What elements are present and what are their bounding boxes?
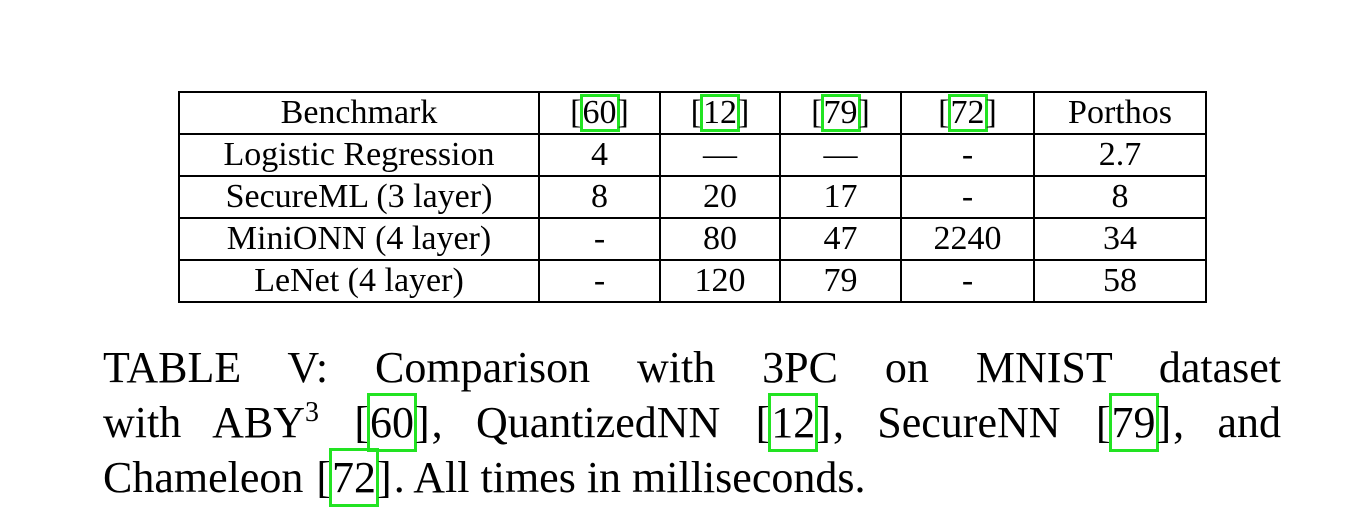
- citation-60-link[interactable]: 60: [579, 94, 620, 132]
- table-cell: -: [900, 259, 1035, 303]
- table-cell: 34: [1033, 217, 1207, 261]
- table-cell-benchmark: Logistic Regression: [178, 133, 540, 177]
- citation-12[interactable]: [12]: [690, 94, 750, 132]
- header-porthos-label: Porthos: [1068, 94, 1172, 131]
- table-cell: -: [900, 133, 1035, 177]
- header-citation-79[interactable]: [79]: [779, 91, 902, 135]
- table-cell: 17: [779, 175, 902, 219]
- table-row: Logistic Regression 4 — — - 2.7: [178, 133, 1207, 177]
- citation-79-caption-link[interactable]: 79: [1108, 393, 1159, 452]
- citation-60-caption[interactable]: [60]: [352, 393, 431, 452]
- table-row: SecureML (3 layer) 8 20 17 - 8: [178, 175, 1207, 219]
- citation-60-caption-link[interactable]: 60: [366, 393, 417, 452]
- header-benchmark: Benchmark: [178, 91, 540, 135]
- caption-text: , and: [1173, 398, 1281, 447]
- citation-79-link[interactable]: 79: [820, 94, 861, 132]
- table-cell: 2.7: [1033, 133, 1207, 177]
- table-cell-benchmark: LeNet (4 layer): [178, 259, 540, 303]
- header-benchmark-label: Benchmark: [280, 94, 438, 131]
- table-cell: 8: [538, 175, 661, 219]
- caption-text: . All times in milliseconds.: [393, 453, 866, 502]
- comparison-table: Benchmark [60] [12] [79] [72] Porthos Lo…: [178, 91, 1207, 303]
- table-cell: 80: [659, 217, 781, 261]
- table-caption: TABLE V: Comparison with 3PC on MNIST da…: [103, 340, 1281, 507]
- table-cell: 8: [1033, 175, 1207, 219]
- citation-12-caption-link[interactable]: 12: [768, 393, 819, 452]
- header-citation-12[interactable]: [12]: [659, 91, 781, 135]
- table-row: LeNet (4 layer) - 120 79 - 58: [178, 259, 1207, 303]
- table-cell: -: [538, 217, 661, 261]
- caption-text: , SecureNN: [832, 398, 1061, 447]
- header-citation-60[interactable]: [60]: [538, 91, 661, 135]
- table-cell: 79: [779, 259, 902, 303]
- table-cell: 4: [538, 133, 661, 177]
- table-cell: 58: [1033, 259, 1207, 303]
- caption-text: , QuantizedNN: [431, 398, 721, 447]
- table-cell: 120: [659, 259, 781, 303]
- caption-superscript: 3: [305, 397, 320, 428]
- caption-line-1: TABLE V: Comparison with 3PC on MNIST da…: [103, 343, 1281, 392]
- citation-79-caption[interactable]: [79]: [1094, 393, 1173, 452]
- table-cell-benchmark: SecureML (3 layer): [178, 175, 540, 219]
- table-cell: —: [779, 133, 902, 177]
- table-cell-benchmark: MiniONN (4 layer): [178, 217, 540, 261]
- caption-text: with ABY: [103, 398, 306, 447]
- header-porthos: Porthos: [1033, 91, 1207, 135]
- table-cell: -: [900, 175, 1035, 219]
- citation-12-caption[interactable]: [12]: [754, 393, 833, 452]
- table-cell: 47: [779, 217, 902, 261]
- citation-79[interactable]: [79]: [811, 94, 870, 132]
- caption-line-2: with ABY3 [60], QuantizedNN [12], Secure…: [103, 393, 1281, 452]
- table-cell: —: [659, 133, 781, 177]
- citation-72[interactable]: [72]: [938, 94, 997, 132]
- citation-72-caption[interactable]: [72]: [314, 448, 393, 507]
- table-cell: 2240: [900, 217, 1035, 261]
- table-header-row: Benchmark [60] [12] [79] [72] Porthos: [178, 91, 1207, 135]
- citation-72-link[interactable]: 72: [947, 94, 988, 132]
- citation-72-caption-link[interactable]: 72: [329, 448, 380, 507]
- citation-60[interactable]: [60]: [570, 94, 629, 132]
- table-cell: -: [538, 259, 661, 303]
- table-cell: 20: [659, 175, 781, 219]
- results-table-container: Benchmark [60] [12] [79] [72] Porthos Lo…: [178, 91, 1207, 303]
- citation-12-link[interactable]: 12: [700, 94, 740, 132]
- caption-text: Chameleon: [103, 453, 304, 502]
- table-row: MiniONN (4 layer) - 80 47 2240 34: [178, 217, 1207, 261]
- caption-line-3: Chameleon [72]. All times in millisecond…: [103, 448, 1281, 507]
- header-citation-72[interactable]: [72]: [900, 91, 1035, 135]
